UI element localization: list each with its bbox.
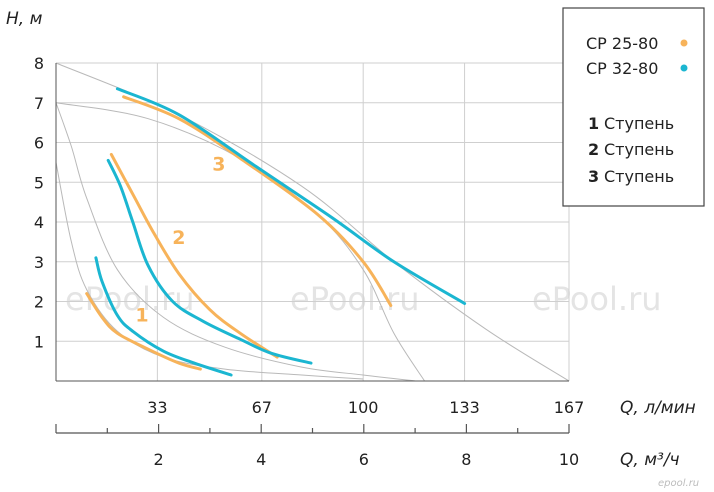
legend-stage-2-label: Ступень bbox=[604, 140, 674, 159]
x2-tick-label: 2 bbox=[154, 450, 164, 469]
x2-axis-title: Q, м³/ч bbox=[620, 450, 680, 470]
x2-tick-label: 4 bbox=[256, 450, 266, 469]
x-axis-title: Q, л/мин bbox=[620, 398, 696, 418]
series-line bbox=[85, 292, 202, 371]
series-line bbox=[122, 95, 393, 307]
series-line bbox=[115, 87, 467, 305]
series-line bbox=[106, 158, 313, 365]
y-tick-label: 4 bbox=[34, 213, 44, 232]
legend-dot-cp32-80 bbox=[680, 64, 688, 72]
watermark-right: ePool.ru bbox=[532, 280, 662, 318]
legend-stage-3-num: 3 bbox=[588, 167, 599, 186]
x-tick-label: 100 bbox=[348, 398, 379, 417]
legend-dot-cp25-80 bbox=[680, 39, 688, 47]
legend-box bbox=[562, 7, 705, 207]
x2-tick-label: 6 bbox=[359, 450, 369, 469]
reference-curve bbox=[55, 162, 364, 380]
series-line bbox=[109, 152, 279, 359]
x-tick-label: 133 bbox=[449, 398, 480, 417]
watermark-center: ePool.ru bbox=[290, 280, 420, 318]
y-axis-title: H, м bbox=[6, 9, 43, 29]
y-tick-label: 5 bbox=[34, 173, 44, 192]
legend: CP 25-80 CP 32-80 1 Ступень 2 Ступень 3 … bbox=[562, 7, 705, 207]
legend-series-cp25-80: CP 25-80 bbox=[586, 34, 658, 53]
grid bbox=[56, 62, 570, 381]
x-tick-label: 167 bbox=[554, 398, 585, 417]
stage-labels: 1 2 3 bbox=[135, 153, 225, 326]
y-tick-label: 7 bbox=[34, 94, 44, 113]
stage-label: 1 bbox=[135, 304, 148, 326]
y-tick-label: 2 bbox=[34, 293, 44, 312]
y-tick-label: 6 bbox=[34, 134, 44, 153]
stage-label: 2 bbox=[172, 227, 185, 249]
y-tick-label: 3 bbox=[34, 253, 44, 272]
series-line bbox=[94, 256, 233, 377]
legend-stage-2-num: 2 bbox=[588, 140, 599, 159]
y-tick-label: 8 bbox=[34, 54, 44, 73]
y-tick-label: 1 bbox=[34, 332, 44, 351]
pump-curves bbox=[85, 87, 467, 377]
corner-watermark: epool.ru bbox=[658, 478, 699, 489]
legend-series-cp32-80: CP 32-80 bbox=[586, 59, 658, 78]
x-tick-label: 33 bbox=[147, 398, 167, 417]
x2-tick-label: 8 bbox=[461, 450, 471, 469]
legend-stage-3-label: Ступень bbox=[604, 167, 674, 186]
x2-tick-label: 10 bbox=[559, 450, 579, 469]
reference-curve bbox=[55, 102, 416, 382]
legend-stage-1-num: 1 bbox=[588, 114, 599, 133]
axes bbox=[55, 63, 569, 434]
x-tick-label: 67 bbox=[252, 398, 272, 417]
legend-stage-1-label: Ступень bbox=[604, 114, 674, 133]
stage-label: 3 bbox=[212, 153, 225, 175]
